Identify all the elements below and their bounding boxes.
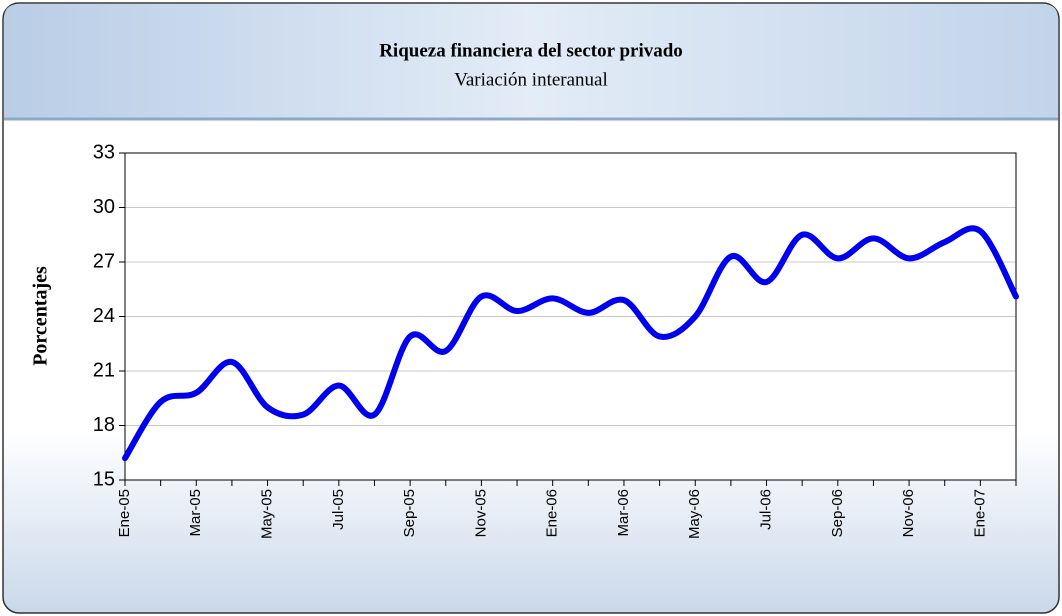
- header-band: [4, 4, 1058, 118]
- x-tick-label: Ene-07: [971, 489, 988, 537]
- y-axis-label: Porcentajes: [30, 266, 52, 366]
- y-tick-label: 27: [93, 250, 115, 272]
- x-tick-label: Ene-05: [116, 489, 133, 537]
- y-tick-label: 21: [93, 359, 115, 381]
- x-tick-label: Jul-06: [757, 489, 774, 530]
- x-tick-label: Nov-06: [900, 489, 917, 537]
- x-tick-label: Sep-06: [829, 489, 846, 537]
- x-tick-label: May-05: [259, 489, 276, 539]
- chart-subtitle: Variación interanual: [454, 69, 608, 90]
- x-tick-label: Mar-06: [615, 489, 632, 537]
- chart-title: Riqueza financiera del sector privado: [379, 40, 683, 61]
- x-tick-label: Ene-06: [544, 489, 561, 537]
- x-tick-label: Nov-05: [472, 489, 489, 537]
- x-tick-label: Jul-05: [330, 489, 347, 530]
- plot-border: [124, 152, 1017, 481]
- x-tick-label: May-06: [686, 489, 703, 539]
- y-tick-label: 30: [93, 196, 115, 218]
- y-tick-label: 15: [93, 468, 115, 490]
- y-tick-label: 24: [93, 305, 115, 327]
- y-tick-label: 33: [93, 141, 115, 163]
- y-tick-label: 18: [93, 414, 115, 436]
- x-tick-label: Mar-05: [187, 489, 204, 537]
- x-tick-label: Sep-05: [401, 489, 418, 537]
- series-line: [122, 225, 1019, 462]
